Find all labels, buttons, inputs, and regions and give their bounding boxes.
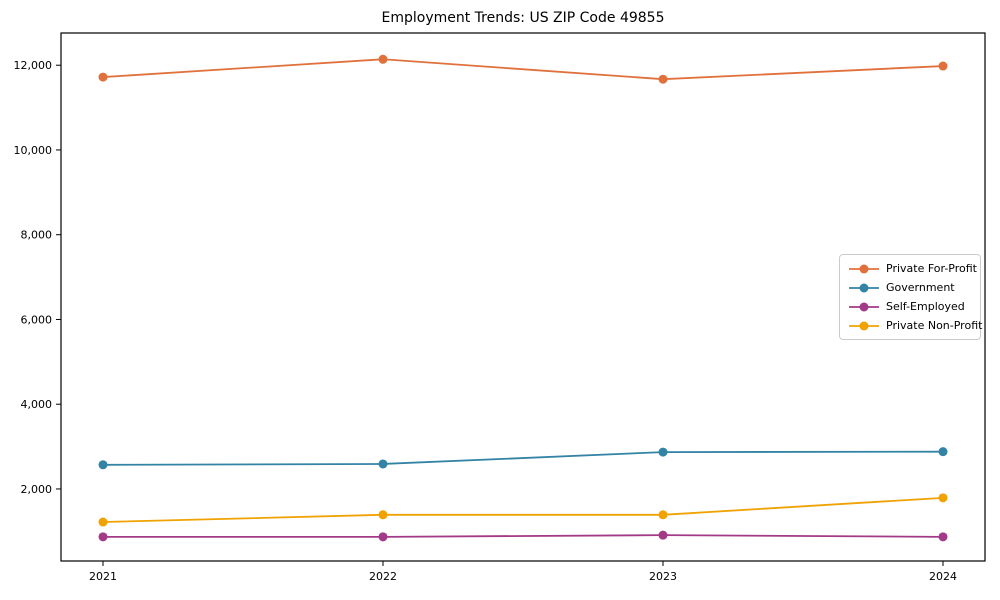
y-axis-tick-label: 12,000 [14,59,53,72]
data-point-government [98,460,108,470]
y-axis-tick-label: 6,000 [21,313,53,326]
x-axis-tick-label: 2023 [649,570,677,583]
data-point-private-non-profit [378,510,388,520]
y-axis-tick-label: 8,000 [21,229,53,242]
legend-label: Government [886,281,955,294]
x-axis-tick-label: 2022 [369,570,397,583]
legend-entry-private-non-profit: Private Non-Profit [849,320,982,332]
x-axis-tick-label: 2024 [929,570,957,583]
data-point-private-for-profit [938,61,948,71]
series-line-government [102,450,944,466]
data-point-self-employed [98,532,108,542]
legend-label: Private For-Profit [886,262,977,275]
data-point-government [658,447,668,457]
plot-border [60,32,986,562]
series-line-private-for-profit [102,58,944,81]
line-marker-icon [849,321,879,330]
data-point-private-for-profit [658,74,668,84]
legend-entry-private-for-profit: Private For-Profit [849,262,977,275]
legend-label: Private Non-Profit [886,319,983,332]
y-axis-tick-label: 10,000 [14,144,53,157]
data-point-self-employed [378,532,388,542]
data-point-private-for-profit [98,72,108,82]
legend: Private For-Profit Government Self-Emplo… [839,254,982,340]
chart-title: Employment Trends: US ZIP Code 49855 [381,10,665,26]
data-point-private-non-profit [98,517,108,527]
data-point-private-non-profit [938,493,948,503]
data-point-government [378,459,388,469]
data-point-private-non-profit [658,510,668,520]
data-point-private-for-profit [378,54,388,64]
y-axis-tick-label: 2,000 [21,483,53,496]
line-marker-icon [849,302,879,311]
series-line-private-non-profit [102,496,944,523]
data-point-self-employed [938,532,948,542]
legend-entry-government: Government [849,282,974,294]
line-marker-icon [849,283,879,292]
y-axis-tick-label: 4,000 [21,398,53,411]
data-point-self-employed [658,530,668,540]
x-axis-tick-label: 2021 [89,570,117,583]
line-marker-icon [849,264,879,273]
data-point-government [938,447,948,457]
legend-entry-self-employed: Self-Employed [849,301,974,313]
legend-label: Self-Employed [886,300,965,313]
series-line-self-employed [103,534,944,538]
